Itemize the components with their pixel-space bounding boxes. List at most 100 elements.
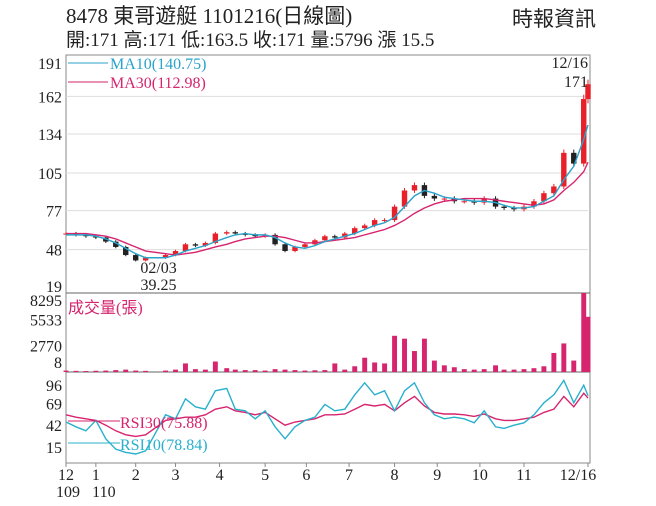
candle <box>123 246 129 256</box>
volume-bar <box>113 370 119 372</box>
candle <box>585 84 591 100</box>
last-date-label: 12/16 <box>552 55 588 72</box>
candle <box>461 201 467 203</box>
x-tick-year-label: 110 <box>92 484 115 501</box>
volume-bar <box>163 370 169 372</box>
volume-bar <box>183 363 188 372</box>
volume-bar <box>571 360 577 372</box>
x-tick-label: 4 <box>216 467 224 484</box>
volume-bar <box>511 369 517 372</box>
volume-bar <box>133 370 139 372</box>
price-tick-label: 162 <box>38 89 62 106</box>
low-date-label: 02/03 <box>140 260 176 277</box>
candle <box>202 242 209 246</box>
volume-bar <box>372 362 378 372</box>
candle <box>292 246 298 252</box>
candle <box>381 220 388 222</box>
volume-bar <box>73 370 79 372</box>
ma30-legend: MA30(112.98) <box>110 75 206 92</box>
volume-bar <box>412 351 417 372</box>
volume-bar <box>63 370 69 372</box>
volume-bar <box>493 365 499 372</box>
volume-bar <box>471 369 477 372</box>
candle <box>272 234 278 245</box>
volume-bar <box>232 369 238 372</box>
volume-bar <box>302 370 308 372</box>
volume-bar <box>585 316 591 372</box>
x-tick-label: 1 <box>92 467 100 484</box>
candle <box>142 257 149 261</box>
rsi30-line <box>65 392 589 438</box>
ma30-line <box>66 161 589 256</box>
volume-bar <box>402 338 407 372</box>
rsi30-legend: RSI30(75.88) <box>120 415 208 432</box>
x-tick-year-label: 109 <box>56 484 80 501</box>
volume-bar <box>143 370 149 372</box>
candle <box>391 206 398 221</box>
volume-bar <box>541 366 547 372</box>
candle <box>113 241 119 247</box>
rsi-tick-label: 42 <box>46 418 62 435</box>
candle <box>561 152 567 187</box>
source-label: 時報資訊 <box>512 7 596 31</box>
volume-bar <box>272 369 278 372</box>
rsi-tick-label: 15 <box>46 440 62 457</box>
x-tick-label: 12 <box>58 467 74 484</box>
rsi-tick-label: 96 <box>46 378 62 395</box>
candle <box>224 232 230 234</box>
x-tick-label: 9 <box>433 467 441 484</box>
volume-tick-label: 5533 <box>30 312 62 329</box>
x-tick-label: 10 <box>472 467 488 484</box>
volume-bar <box>123 369 129 372</box>
volume-bar <box>501 369 507 372</box>
price-tick-label: 48 <box>46 243 62 260</box>
volume-bar <box>192 369 198 372</box>
quote-summary: 開:171 高:171 低:163.5 收:171 量:5796 漲 15.5 <box>66 30 435 51</box>
volume-bar <box>352 366 358 372</box>
volume-bar <box>322 370 328 372</box>
rsi-tick-label: 69 <box>46 397 62 414</box>
volume-bar <box>561 343 567 372</box>
volume-bar <box>252 370 258 372</box>
volume-tick-label: 2770 <box>30 339 62 356</box>
volume-bar <box>332 363 338 372</box>
rsi10-legend: RSI10(78.84) <box>120 437 208 454</box>
volume-bar <box>282 369 288 372</box>
ma10-line <box>66 124 589 259</box>
candle <box>162 255 169 258</box>
volume-tick-label: 8 <box>54 355 62 372</box>
candle <box>212 233 219 243</box>
volume-bar <box>392 335 398 372</box>
rsi10-line <box>65 378 589 455</box>
low-value-label: 39.25 <box>141 277 177 294</box>
volume-bar <box>262 370 268 372</box>
volume-bar <box>212 361 218 372</box>
candle <box>441 198 448 200</box>
candle <box>371 220 378 226</box>
volume-bar <box>342 369 348 372</box>
volume-bar <box>431 360 437 372</box>
volume-bar <box>421 338 427 372</box>
x-tick-label: 5 <box>261 467 269 484</box>
candle <box>401 190 408 207</box>
candle <box>541 193 547 202</box>
x-tick-label: 7 <box>345 467 353 484</box>
volume-tick-label: 8295 <box>30 293 62 310</box>
price-tick-label: 77 <box>46 204 62 221</box>
volume-bar <box>242 370 248 372</box>
plot-frame <box>65 54 591 464</box>
price-tick-label: 105 <box>38 166 62 183</box>
volume-bar <box>202 369 208 372</box>
candle <box>282 244 288 252</box>
volume-bar <box>224 368 230 372</box>
x-tick-label: 6 <box>302 467 310 484</box>
x-tick-label: 11 <box>516 467 531 484</box>
candle <box>182 244 189 252</box>
candle <box>361 225 368 229</box>
volume-bar <box>461 369 467 372</box>
candle <box>172 251 179 256</box>
candle <box>411 185 418 191</box>
volume-bar <box>83 371 89 372</box>
